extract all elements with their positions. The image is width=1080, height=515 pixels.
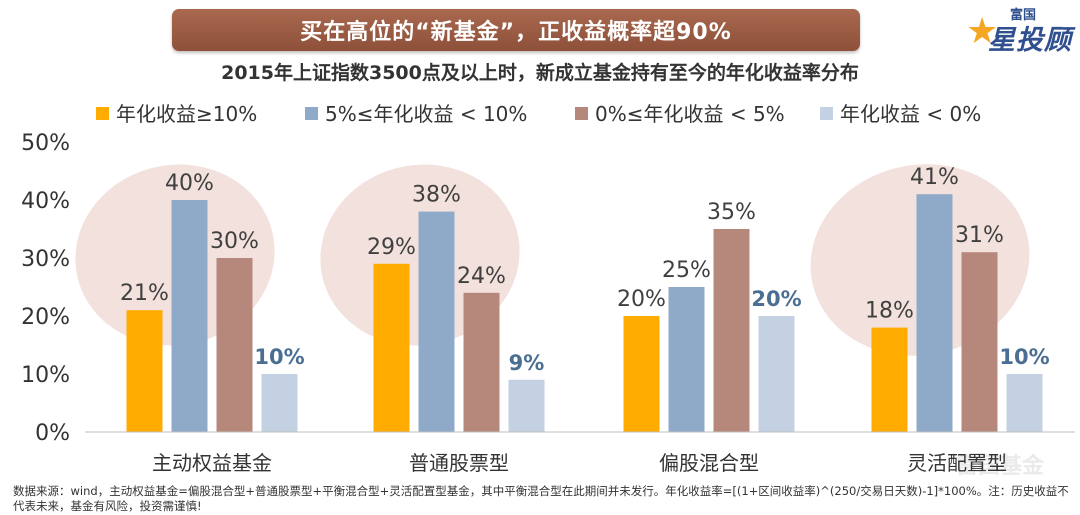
legend-label-4: 年化收益 < 0% [840,102,981,126]
legend-swatch-3 [575,107,588,120]
footnote: 数据来源：wind，主动权益基金=偏股混合型+普通股票型+平衡混合型+灵活配置型… [13,484,1069,513]
data-label: 25% [662,258,711,283]
legend-swatch-1 [96,107,109,120]
data-label: 35% [707,200,756,225]
bar [373,263,410,432]
headline-banner: 买在高位的“新基金”，正收益概率超90% [172,9,860,51]
bar [961,252,998,432]
data-label: 20% [617,287,666,312]
y-tick-label: 20% [21,305,70,330]
data-label: 9% [509,351,545,375]
bar [758,316,795,432]
watermark-text: 富国基金 [956,453,1045,479]
bar [713,229,750,432]
data-label: 24% [457,264,506,289]
bar [418,211,455,432]
legend-swatch-2 [305,107,318,120]
category-label: 偏股混合型 [659,451,759,475]
bar [171,200,208,432]
bar [126,310,163,432]
logo-big-text: 星投顾 [988,25,1072,56]
logo-small-text: 富国 [1010,8,1037,23]
data-label: 40% [165,171,214,196]
data-label: 30% [210,229,259,254]
data-label: 31% [955,223,1004,248]
y-tick-label: 30% [21,247,70,272]
data-label: 41% [910,165,959,190]
category-label: 灵活配置型 [907,451,1007,475]
data-label: 21% [120,281,169,306]
y-tick-label: 50% [21,131,70,156]
bar [508,379,545,432]
data-label: 38% [412,183,461,208]
y-tick-label: 0% [35,421,70,446]
data-label: 10% [999,345,1049,369]
legend-label-3: 0%≤年化收益 < 5% [595,102,785,126]
y-tick-label: 40% [21,189,70,214]
chart-title: 2015年上证指数3500点及以上时，新成立基金持有至今的年化收益率分布 [221,62,859,84]
legend-label-2: 5%≤年化收益 < 10% [325,102,527,126]
bar [216,258,253,432]
bar [871,327,908,432]
headline-text: 买在高位的“新基金”，正收益概率超90% [300,20,732,45]
star-icon: ★ [966,11,999,52]
legend-label-1: 年化收益≥10% [116,102,257,126]
bar [623,316,660,432]
category-label: 主动权益基金 [152,451,272,475]
bar [916,194,953,432]
data-label: 29% [367,235,416,260]
brand-logo: ★ 富国 星投顾 [966,4,1076,56]
legend-swatch-4 [820,107,833,120]
bar [463,292,500,432]
data-label: 10% [254,345,304,369]
bar [261,374,298,432]
data-label: 18% [865,299,914,324]
bar [1006,374,1043,432]
data-label: 20% [751,287,801,311]
y-tick-label: 10% [21,363,70,388]
category-label: 普通股票型 [409,451,509,475]
bar [668,287,705,432]
